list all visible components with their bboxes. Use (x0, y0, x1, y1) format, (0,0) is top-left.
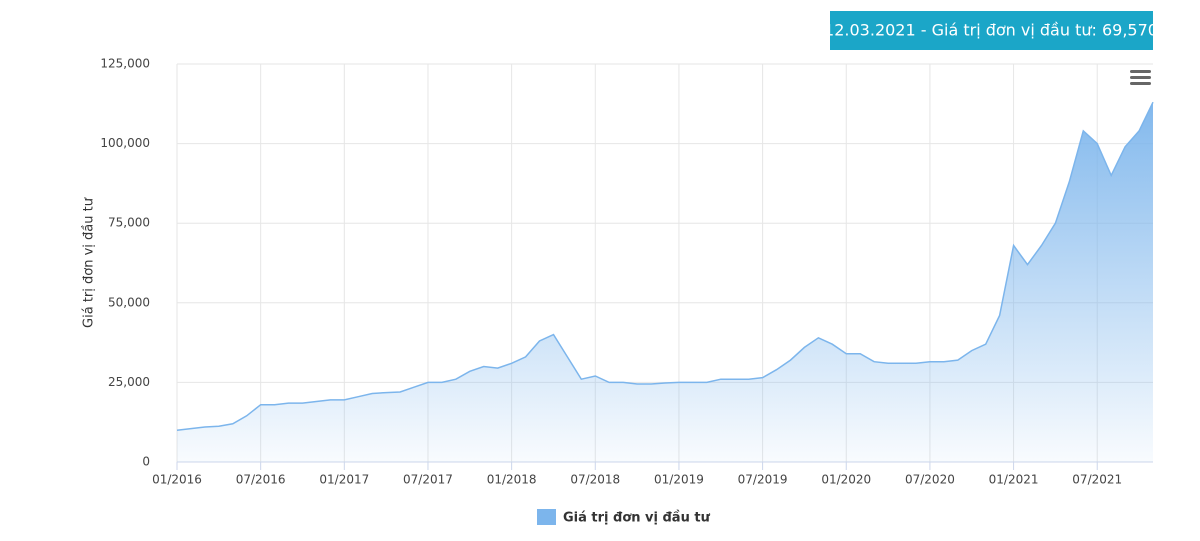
x-tick-label: 01/2019 (654, 473, 704, 487)
x-tick-label: 01/2017 (319, 473, 369, 487)
y-tick-label: 100,000 (100, 136, 150, 150)
menu-icon[interactable] (1130, 70, 1151, 85)
y-tick-label: 25,000 (108, 375, 150, 389)
menu-bar (1130, 76, 1151, 79)
menu-bar (1130, 70, 1151, 73)
y-tick-label: 50,000 (108, 295, 150, 309)
legend-swatch (537, 509, 556, 525)
x-tick-label: 07/2020 (905, 473, 955, 487)
x-tick-label: 01/2016 (152, 473, 202, 487)
tooltip-text: 12.03.2021 - Giá trị đơn vị đầu tư: 69,5… (824, 21, 1158, 40)
y-tick-label: 125,000 (100, 57, 150, 71)
legend-label: Giá trị đơn vị đầu tư (563, 511, 711, 526)
area-line (176, 101, 1154, 431)
x-tick-label: 07/2021 (1072, 473, 1122, 487)
menu-bar (1130, 82, 1151, 85)
x-tick-label: 01/2018 (487, 473, 537, 487)
x-tick-label: 01/2020 (821, 473, 871, 487)
x-tick-label: 01/2021 (989, 473, 1039, 487)
x-tick-label: 07/2017 (403, 473, 453, 487)
y-axis-label: Giá trị đơn vị đầu tư (82, 197, 97, 328)
x-tick-label: 07/2016 (236, 473, 286, 487)
y-tick-label: 75,000 (108, 216, 150, 230)
tooltip-box (830, 11, 1153, 50)
x-tick-label: 07/2018 (570, 473, 620, 487)
y-tick-label: 0 (142, 455, 150, 469)
x-tick-label: 07/2019 (738, 473, 788, 487)
area-fill (177, 102, 1153, 462)
